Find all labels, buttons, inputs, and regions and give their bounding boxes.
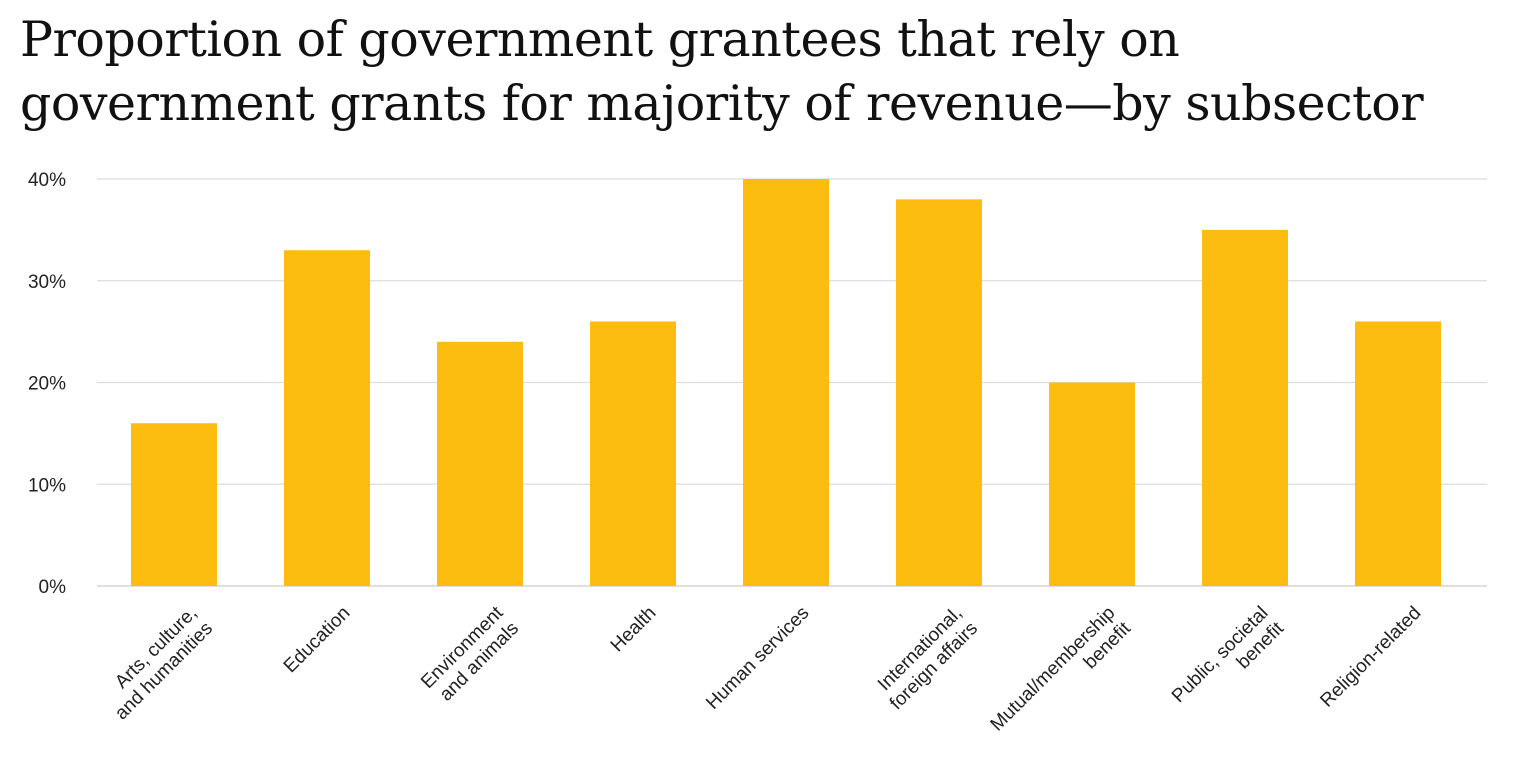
x-category-label: Arts, culture,and humanities [95, 603, 217, 725]
chart-title-line-1: Proportion of government grantees that r… [20, 11, 1180, 68]
y-tick-label: 20% [28, 374, 66, 395]
x-category-label: Mutual/membershipbenefit [987, 602, 1136, 751]
bar [743, 179, 829, 586]
y-tick-label: 40% [28, 170, 66, 191]
x-category-label: Human services [702, 603, 813, 714]
x-category-label-line: Human services [702, 603, 813, 714]
bar [437, 341, 523, 586]
y-tick-label: 30% [28, 272, 66, 293]
bar [1049, 382, 1135, 586]
x-axis-category-labels: Arts, culture,and humanities Education Env… [95, 602, 1425, 751]
y-tick-label: 0% [39, 577, 67, 598]
x-category-label: Environmentand animals [417, 602, 523, 708]
x-category-label: Health [607, 603, 661, 657]
x-category-label: Religion-related [1316, 603, 1425, 712]
x-category-label: Education [280, 603, 355, 678]
bars [131, 179, 1441, 586]
x-category-label-line: Education [280, 603, 355, 678]
bar [1355, 321, 1441, 586]
chart-title-line-2: government grants for majority of revenu… [20, 75, 1424, 132]
bar [1202, 229, 1288, 586]
bar [131, 423, 217, 586]
chart-title: Proportion of government grantees that r… [20, 8, 1520, 136]
x-category-label-line: Mutual/membership [987, 603, 1120, 736]
x-category-label: Public, societalbenefit [1168, 602, 1289, 723]
bar [284, 250, 370, 586]
bar [590, 321, 676, 586]
x-category-label-line: Health [607, 603, 661, 657]
x-category-label: International,foreign affairs [870, 603, 982, 715]
x-category-label-line: Religion-related [1316, 603, 1425, 712]
y-axis-tick-labels: 0% 10% 20% 30% 40% [28, 170, 66, 598]
y-tick-label: 10% [28, 475, 66, 496]
bar [896, 199, 982, 586]
